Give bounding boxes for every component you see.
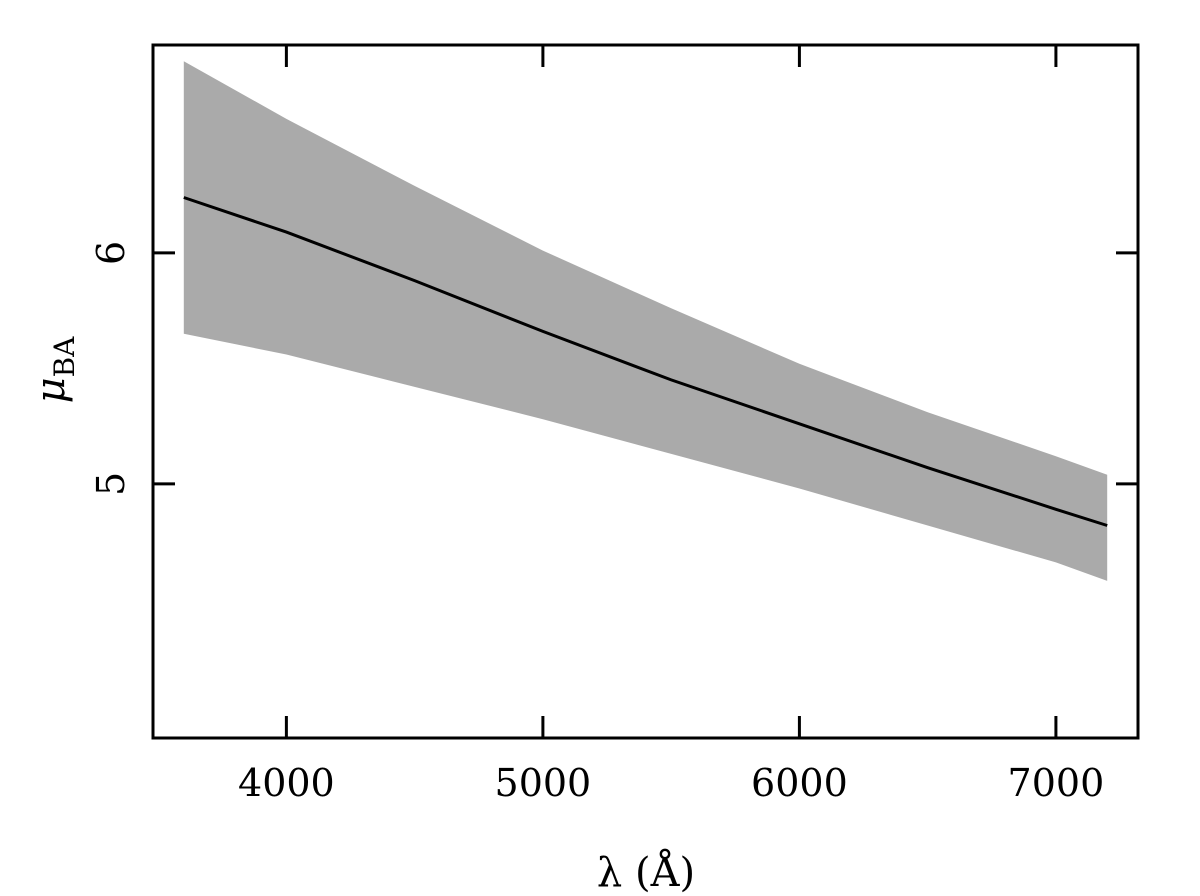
plot-frame (151, 43, 1140, 740)
x-axis-ticks (284, 45, 1058, 738)
x-tick-label: 4000 (238, 761, 335, 805)
mean-line-layer (183, 196, 1108, 527)
y-tick-label: 5 (89, 472, 133, 496)
y-axis-title-subscript: BA (48, 336, 81, 378)
x-tick-label: 6000 (751, 761, 848, 805)
y-axis-title-symbol: μ (28, 377, 74, 403)
y-tick-label: 6 (89, 241, 133, 265)
y-axis-ticks (153, 251, 1138, 486)
x-tick-label: 5000 (495, 761, 592, 805)
uncertainty-band-layer (183, 61, 1108, 581)
x-tick-label: 7000 (1008, 761, 1105, 805)
uncertainty-band (183, 61, 1108, 581)
y-axis-title: μBA (28, 336, 81, 404)
x-axis-title: λ (Å) (597, 849, 695, 896)
x-axis-tick-labels: 4000 5000 6000 7000 (238, 761, 1104, 805)
mean-line (183, 196, 1108, 527)
y-axis-tick-labels: 56 (89, 241, 133, 496)
